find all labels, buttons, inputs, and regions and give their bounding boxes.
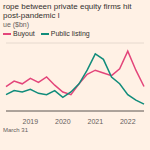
html-text:March 31: March 31 bbox=[3, 127, 28, 133]
svg-text:2019: 2019 bbox=[23, 118, 39, 125]
html-text:ue ($bn): ue ($bn) bbox=[3, 21, 30, 28]
svg-text:2021: 2021 bbox=[88, 118, 104, 125]
svg-text:2022: 2022 bbox=[120, 118, 136, 125]
html-text:rope between private equity fi: rope between private equity firms hit po… bbox=[3, 2, 132, 20]
html-text:Buyout: Buyout bbox=[13, 30, 35, 37]
svg-text:2020: 2020 bbox=[55, 118, 71, 125]
html-text:Public listing: Public listing bbox=[50, 30, 90, 37]
